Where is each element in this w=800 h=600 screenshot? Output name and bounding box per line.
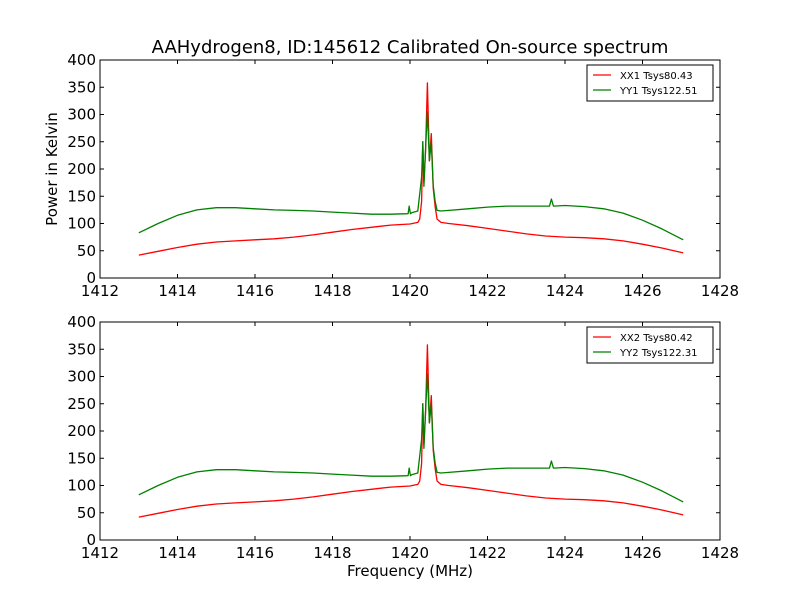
x-tick-label: 1428 xyxy=(701,544,739,562)
x-tick-label: 1422 xyxy=(468,544,506,562)
panels: 1412 1414 1416 1418 1420 1422 1424 1426 1428 0 50 1… xyxy=(67,51,739,562)
legend-label: YY2 Tsys122.31 xyxy=(619,348,698,359)
x-tick-label: 1426 xyxy=(623,282,661,300)
y-axis-label: Power in Kelvin xyxy=(43,112,61,226)
y-tick-label: 200 xyxy=(67,422,96,440)
y-tick-label: 150 xyxy=(67,187,96,205)
x-tick-label: 1416 xyxy=(236,544,274,562)
panel-2: 1412 1414 1416 1418 1420 1422 1424 1426 1428 0 50 1… xyxy=(67,313,739,562)
y-tick-label: 150 xyxy=(67,449,96,467)
legend-box xyxy=(586,326,714,364)
y-tick-label: 50 xyxy=(77,504,96,522)
series-line-2-1 xyxy=(138,344,684,518)
x-tick-label: 1418 xyxy=(313,282,351,300)
series-group xyxy=(138,82,684,256)
x-axis-label: Frequency (MHz) xyxy=(347,562,473,580)
y-tick-label: 100 xyxy=(67,477,96,495)
series-line-1-2 xyxy=(138,111,684,241)
y-tick-label: 400 xyxy=(67,51,96,69)
legend-box xyxy=(586,64,714,102)
x-tick-label: 1414 xyxy=(158,544,196,562)
y-tick-label: 400 xyxy=(67,313,96,331)
x-tick-label: 1418 xyxy=(313,544,351,562)
x-tick-label: 1420 xyxy=(391,544,429,562)
legend-label: XX2 Tsys80.42 xyxy=(620,333,693,344)
x-tick-label: 1412 xyxy=(81,282,119,300)
y-tick-label: 0 xyxy=(86,531,96,549)
y-tick-label: 300 xyxy=(67,368,96,386)
legend-label: YY1 Tsys122.51 xyxy=(619,86,698,97)
x-tick-label: 1420 xyxy=(391,282,429,300)
series-group xyxy=(138,344,684,518)
x-tick-label: 1424 xyxy=(546,544,584,562)
y-tick-label: 350 xyxy=(67,78,96,96)
chart-title: AAHydrogen8, ID:145612 Calibrated On-sou… xyxy=(152,37,669,58)
x-tick-label: 1422 xyxy=(468,282,506,300)
y-tick-label: 250 xyxy=(67,395,96,413)
y-tick-label: 50 xyxy=(77,242,96,260)
legend: XX1 Tsys80.43 YY1 Tsys122.51 xyxy=(586,64,714,102)
legend: XX2 Tsys80.42 YY2 Tsys122.31 xyxy=(586,326,714,364)
series-line-2-2 xyxy=(138,373,684,503)
x-tick-label: 1428 xyxy=(701,282,739,300)
x-tick-label: 1424 xyxy=(546,282,584,300)
panel-1: 1412 1414 1416 1418 1420 1422 1424 1426 1428 0 50 1… xyxy=(67,51,739,300)
legend-label: XX1 Tsys80.43 xyxy=(620,71,693,82)
y-tick-label: 350 xyxy=(67,340,96,358)
y-tick-label: 200 xyxy=(67,160,96,178)
y-tick-label: 300 xyxy=(67,106,96,124)
series-line-1-1 xyxy=(138,82,684,256)
y-tick-label: 0 xyxy=(86,269,96,287)
x-tick-label: 1414 xyxy=(158,282,196,300)
x-tick-label: 1416 xyxy=(236,282,274,300)
x-tick-label: 1426 xyxy=(623,544,661,562)
y-tick-label: 250 xyxy=(67,133,96,151)
x-tick-label: 1412 xyxy=(81,544,119,562)
y-tick-label: 100 xyxy=(67,215,96,233)
